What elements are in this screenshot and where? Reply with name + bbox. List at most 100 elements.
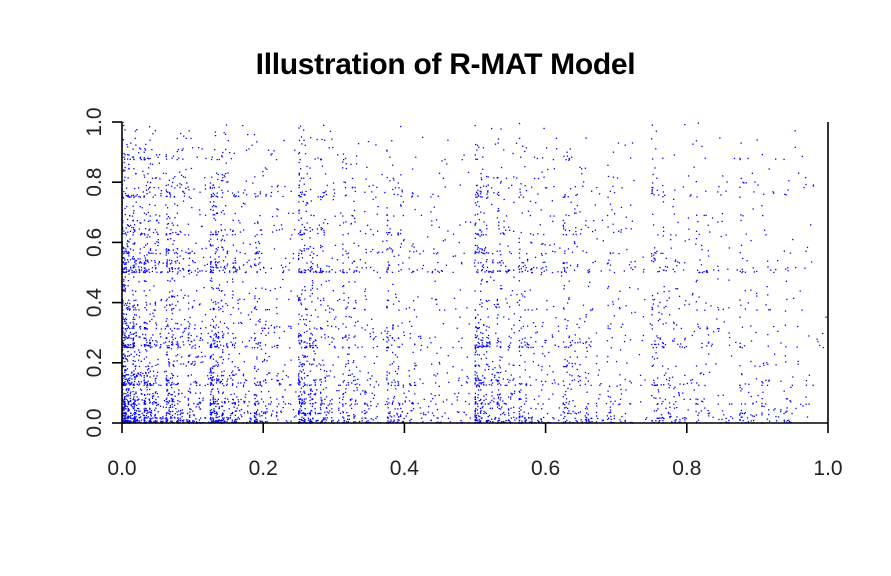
data-point xyxy=(657,271,659,273)
data-point xyxy=(389,364,391,366)
data-point xyxy=(669,377,671,379)
data-point xyxy=(618,307,621,309)
data-point xyxy=(264,412,267,415)
data-point xyxy=(235,269,237,271)
data-point xyxy=(674,260,676,263)
data-point xyxy=(587,418,590,420)
data-point xyxy=(453,297,456,299)
data-point xyxy=(236,269,238,271)
data-point xyxy=(298,379,300,381)
data-point xyxy=(678,295,681,297)
data-point xyxy=(672,206,674,208)
data-point xyxy=(149,388,151,391)
data-point xyxy=(364,403,366,405)
data-point xyxy=(607,175,610,178)
data-point xyxy=(214,402,216,405)
data-point xyxy=(126,327,128,330)
data-point xyxy=(128,383,130,385)
data-point xyxy=(304,392,306,394)
data-point xyxy=(754,365,756,367)
data-point xyxy=(500,232,502,235)
data-point xyxy=(263,358,266,361)
data-point xyxy=(124,376,126,378)
data-point xyxy=(474,250,477,252)
data-point xyxy=(665,305,667,307)
data-point xyxy=(264,167,267,169)
data-point xyxy=(531,268,533,270)
data-point xyxy=(483,212,485,214)
data-point xyxy=(566,262,568,264)
data-point xyxy=(430,419,432,422)
data-point xyxy=(376,415,378,418)
data-point xyxy=(317,157,319,159)
data-point xyxy=(232,343,234,345)
data-point xyxy=(508,347,511,349)
data-point xyxy=(757,394,759,397)
data-point xyxy=(478,418,480,421)
data-point xyxy=(788,419,790,421)
data-point xyxy=(205,247,207,249)
data-point xyxy=(499,367,501,369)
data-point xyxy=(176,328,178,330)
data-point xyxy=(700,372,702,374)
data-point xyxy=(298,173,300,175)
data-point xyxy=(476,192,479,194)
data-point xyxy=(474,371,476,373)
data-point xyxy=(655,352,657,354)
data-point xyxy=(644,379,646,381)
data-point xyxy=(655,343,657,346)
data-point xyxy=(176,295,179,297)
data-point xyxy=(572,410,574,413)
data-point xyxy=(551,336,554,338)
data-point xyxy=(609,190,611,192)
data-point xyxy=(750,414,752,416)
data-point xyxy=(146,304,148,306)
data-point xyxy=(309,418,312,421)
data-point xyxy=(556,148,558,150)
data-point xyxy=(487,364,489,366)
data-point xyxy=(662,347,665,349)
data-point xyxy=(160,271,162,274)
data-point xyxy=(132,345,135,347)
data-point xyxy=(364,391,366,393)
data-point xyxy=(612,151,614,153)
data-point xyxy=(699,373,701,375)
data-point xyxy=(204,184,206,186)
data-point xyxy=(209,414,212,416)
data-point xyxy=(224,268,227,270)
data-point xyxy=(240,408,243,411)
data-point xyxy=(742,270,744,273)
data-point xyxy=(132,255,134,258)
data-point xyxy=(373,386,375,388)
data-point xyxy=(476,353,479,356)
data-point xyxy=(518,350,521,352)
data-point xyxy=(733,157,736,160)
data-point xyxy=(673,321,675,323)
data-point xyxy=(359,230,362,232)
data-point xyxy=(254,377,256,379)
data-point xyxy=(188,327,190,329)
data-point xyxy=(298,411,300,413)
data-point xyxy=(235,410,238,412)
chart-title: Illustration of R-MAT Model xyxy=(255,48,636,81)
data-point xyxy=(304,355,306,357)
data-point xyxy=(494,367,496,369)
data-point xyxy=(320,412,322,415)
data-point xyxy=(386,150,388,152)
data-point xyxy=(591,417,593,419)
data-point xyxy=(134,418,136,420)
data-point xyxy=(354,190,356,193)
data-point xyxy=(497,262,499,264)
data-point xyxy=(468,392,470,395)
data-point xyxy=(300,347,303,349)
data-point xyxy=(212,395,214,397)
data-point xyxy=(146,350,148,352)
data-point xyxy=(311,301,313,303)
data-point xyxy=(585,224,587,226)
data-point xyxy=(665,257,667,259)
data-point xyxy=(138,349,140,351)
data-point xyxy=(321,228,323,230)
data-point xyxy=(128,344,130,346)
data-point xyxy=(197,403,199,405)
data-point xyxy=(168,358,170,360)
